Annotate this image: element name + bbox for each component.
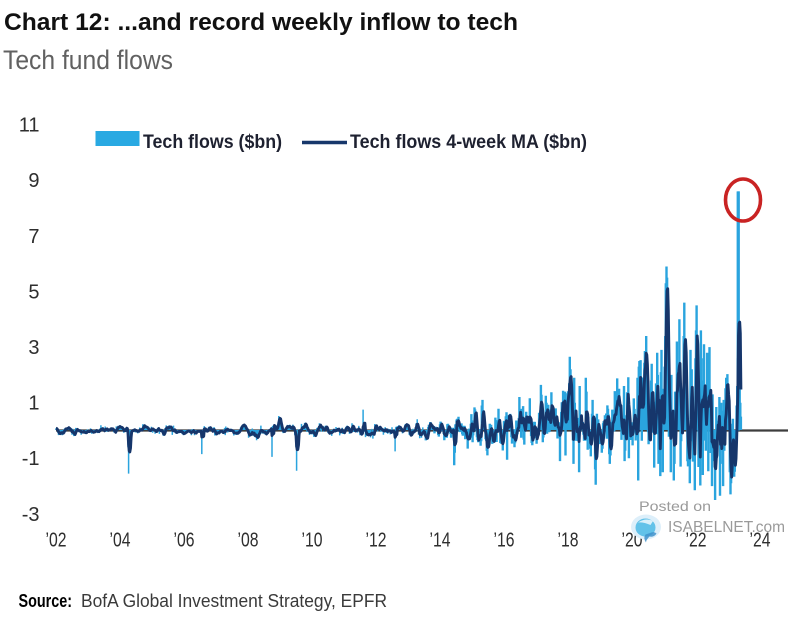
svg-text:’22: ’22 xyxy=(686,530,707,552)
svg-text:Source:: Source: xyxy=(19,591,73,611)
svg-text:Tech fund flows: Tech fund flows xyxy=(3,45,173,75)
svg-text:’04: ’04 xyxy=(110,530,131,552)
svg-text:9: 9 xyxy=(28,170,39,192)
svg-text:-3: -3 xyxy=(22,504,40,526)
svg-text:’16: ’16 xyxy=(494,530,515,552)
svg-text:Tech flows ($bn): Tech flows ($bn) xyxy=(143,132,282,153)
svg-text:7: 7 xyxy=(28,226,39,248)
svg-text:’08: ’08 xyxy=(238,530,259,552)
svg-text:3: 3 xyxy=(28,337,39,359)
svg-text:’06: ’06 xyxy=(174,530,195,552)
svg-text:Tech flows 4-week MA ($bn): Tech flows 4-week MA ($bn) xyxy=(350,132,587,153)
svg-text:’18: ’18 xyxy=(558,530,579,552)
svg-text:’12: ’12 xyxy=(366,530,387,552)
svg-text:1: 1 xyxy=(28,393,39,415)
svg-text:’10: ’10 xyxy=(302,530,323,552)
svg-text:’24: ’24 xyxy=(750,530,771,552)
svg-text:11: 11 xyxy=(19,115,40,137)
svg-text:ISABELNET.com: ISABELNET.com xyxy=(668,519,785,536)
svg-text:-1: -1 xyxy=(22,448,40,470)
svg-text:’02: ’02 xyxy=(46,530,67,552)
svg-text:Chart 12: ...and record weekly: Chart 12: ...and record weekly inflow to… xyxy=(4,9,518,36)
svg-text:5: 5 xyxy=(28,281,39,303)
svg-text:’14: ’14 xyxy=(430,530,451,552)
svg-text:BofA Global Investment Strateg: BofA Global Investment Strategy, EPFR xyxy=(81,591,387,611)
svg-text:Posted on: Posted on xyxy=(639,498,711,514)
